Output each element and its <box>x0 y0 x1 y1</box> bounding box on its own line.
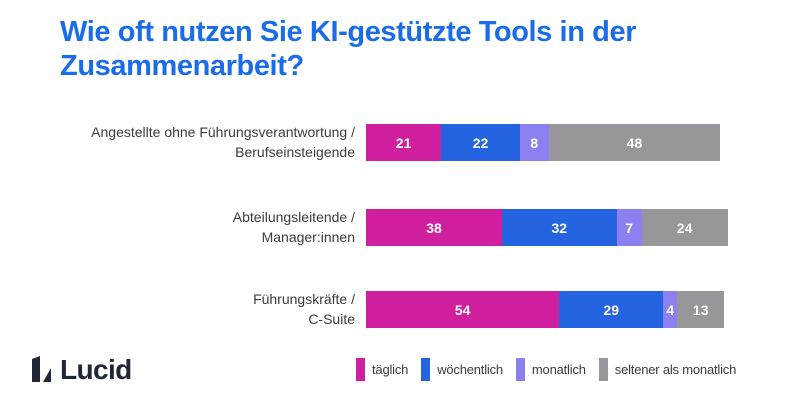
chart-row: Angestellte ohne Führungsverantwortung /… <box>60 123 721 162</box>
bar-value-label: 21 <box>395 134 412 151</box>
legend-item-t-glich: täglich <box>356 358 408 381</box>
category-label: Angestellte ohne Führungsverantwortung /… <box>60 123 366 162</box>
legend-item-seltener-als-monatlich: seltener als monatlich <box>598 358 737 381</box>
bar-value-label: 32 <box>551 219 568 236</box>
legend-item-monatlich: monatlich <box>515 358 586 381</box>
lucid-logo-text: Lucid <box>60 354 132 385</box>
bar-segment-t-glich: 38 <box>366 209 503 246</box>
legend-label: seltener als monatlich <box>614 362 737 377</box>
bar-segment-seltener-als-monatlich: 13 <box>677 291 724 328</box>
chart-row: Führungskräfte / C-Suite 54 29 4 13 <box>60 291 724 328</box>
lucid-logo-icon <box>32 356 51 382</box>
bar-value-label: 4 <box>666 301 675 318</box>
bar-segment-t-glich: 21 <box>366 124 442 161</box>
bar-segment-seltener-als-monatlich: 24 <box>641 209 728 246</box>
category-label: Führungskräfte / C-Suite <box>60 290 366 329</box>
lucid-logo: Lucid <box>32 354 132 386</box>
category-label-line: Manager:innen <box>261 228 355 245</box>
bar-value-label: 38 <box>426 219 442 236</box>
category-label-line: Berufseinsteigende <box>235 143 355 160</box>
legend-swatch <box>356 358 365 381</box>
chart-legend: täglich wöchentlich monatlich seltener als … <box>356 358 736 381</box>
stacked-bar: 54 29 4 13 <box>366 291 724 328</box>
bar-segment-w-chentlich: 22 <box>441 124 520 161</box>
stacked-bar: 38 32 7 24 <box>366 209 728 246</box>
legend-swatch <box>421 358 431 381</box>
bar-segment-monatlich: 8 <box>519 124 549 161</box>
category-label-line: Abteilungsleitende / <box>232 209 355 226</box>
chart-title: Wie oft nutzen Sie KI-gestützte Tools in… <box>60 16 637 82</box>
stacked-bar: 21 22 8 48 <box>366 124 721 161</box>
bar-segment-monatlich: 4 <box>663 291 678 328</box>
bar-value-label: 13 <box>692 301 709 318</box>
legend-item-w-chentlich: wöchentlich <box>421 358 503 381</box>
category-label: Abteilungsleitende / Manager:innen <box>60 208 366 247</box>
bar-value-label: 48 <box>626 134 643 151</box>
chart-row: Abteilungsleitende / Manager:innen 38 32 7 24 <box>60 209 728 246</box>
category-label-line: Angestellte ohne Führungsverantwortung / <box>91 124 355 141</box>
bar-value-label: 29 <box>603 301 619 318</box>
category-label-line: Führungskräfte / <box>253 291 355 308</box>
legend-swatch <box>515 358 525 381</box>
bar-value-label: 54 <box>454 301 471 318</box>
bar-segment-t-glich: 54 <box>366 291 560 328</box>
legend-label: täglich <box>372 362 409 377</box>
bar-value-label: 7 <box>625 219 633 236</box>
bar-segment-w-chentlich: 29 <box>559 291 664 328</box>
legend-label: monatlich <box>531 362 586 377</box>
bar-value-label: 22 <box>472 134 489 151</box>
bar-value-label: 24 <box>676 219 693 236</box>
legend-label: wöchentlich <box>437 362 503 377</box>
bar-value-label: 8 <box>530 134 539 151</box>
legend-swatch <box>598 358 608 381</box>
bar-segment-monatlich: 7 <box>616 209 642 246</box>
bar-segment-w-chentlich: 32 <box>502 209 617 246</box>
category-label-line: C-Suite <box>308 310 355 327</box>
bar-segment-seltener-als-monatlich: 48 <box>548 124 721 161</box>
